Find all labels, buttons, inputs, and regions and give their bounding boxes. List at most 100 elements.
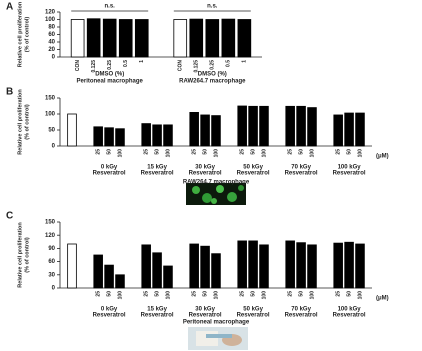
x-tick-label: CON [178,60,184,72]
group-label: 15 kGy [147,165,167,171]
group-sublabel: Resveratrol [141,171,174,177]
group-sublabel: Resveratrol [189,171,222,177]
x-tick-label: 25 [288,149,294,155]
x-tick-label: 25 [192,149,198,155]
y-tick-label: 0 [52,144,56,150]
bar [211,253,221,289]
x-tick-label: 25 [240,149,246,155]
bar [285,105,295,147]
x-axis-label: Peritoneal macrophage [183,320,250,326]
bar [152,252,162,289]
x-tick-label: 50 [346,149,352,155]
bar [152,124,162,147]
unit-label: (μM) [376,154,389,160]
x-tick-label: 50 [202,291,208,297]
x-tick-label: 50 [346,291,352,297]
x-tick-label: 100 [309,149,315,158]
bar [237,105,247,147]
x-tick-label: CON [75,60,81,72]
x-tick-label: 100 [357,149,363,158]
y-axis-label: Relative cell proliferation [17,1,23,67]
group-label: 0 kGy [101,307,118,313]
bar [307,244,317,289]
bar [134,19,149,58]
x-tick-label: 100 [165,149,171,158]
x-tick-label: 50 [202,149,208,155]
bar [285,240,295,289]
panel-label: A [6,2,13,13]
bar [200,114,210,147]
y-tick-label: 150 [45,96,56,102]
y-tick-label: 90 [48,246,55,252]
x-tick-label: 25 [336,291,342,297]
x-tick-label: 100 [165,291,171,300]
x-tick-label: 0.125 [194,60,200,73]
x-tick-label: 50 [250,291,256,297]
x-tick-label: 25 [144,149,150,155]
group-sublabel: Resveratrol [285,313,318,319]
group-sublabel: Resveratrol [333,171,366,177]
x-tick-label: 50 [298,291,304,297]
y-tick-label: 150 [45,220,56,226]
y-axis-label: Relative cell proliferation [17,222,23,288]
bar [118,19,133,58]
group-sublabel: Resveratrol [333,313,366,319]
x-tick-label: 25 [288,291,294,297]
group-label: 50 kGy [243,307,263,313]
group-sublabel: Resveratrol [237,171,270,177]
bar [163,124,173,147]
x-tick-label: 100 [309,291,315,300]
x-tick-label: 100 [261,149,267,158]
x-tick-label: 0.125 [91,60,97,73]
group-label: 15 kGy [147,307,167,313]
bar [189,112,199,147]
group-label: 100 kGy [338,307,362,313]
group-label: 0 kGy [101,165,118,171]
group-sublabel: Resveratrol [141,313,174,319]
bar [307,107,317,147]
x-tick-label: 50 [298,149,304,155]
x-tick-label: 100 [213,291,219,300]
panel-label: B [6,87,13,98]
bar [70,19,85,58]
bar [333,242,343,289]
y-tick-label: 120 [45,10,56,16]
bar [344,112,354,147]
group-sublabel: Resveratrol [285,171,318,177]
y-axis-label: (% of control) [24,104,30,140]
bar [163,265,173,289]
x-tick-label: 100 [357,291,363,300]
y-tick-label: 100 [45,17,56,23]
bar [296,242,306,289]
bar [102,18,117,58]
x-tick-label: 25 [96,291,102,297]
y-tick-label: 40 [48,40,55,46]
x-tick-label: 50 [106,291,112,297]
group-label: DMSO (%) [198,72,227,78]
bar [93,126,103,147]
x-tick-label: 50 [154,291,160,297]
bar [200,245,210,289]
x-tick-label: 25 [336,149,342,155]
bar [189,243,199,289]
y-tick-label: 20 [48,47,55,53]
y-tick-label: 80 [48,25,55,31]
y-tick-label: 30 [48,272,55,278]
x-tick-label: 0.5 [226,60,232,67]
bar [248,105,258,147]
x-tick-label: 0.25 [107,60,113,70]
group-label: 50 kGy [243,165,263,171]
bar [86,18,101,58]
bar [67,243,77,289]
group-sublabel: Peritoneal macrophage [77,79,144,85]
group-label: 30 kGy [195,307,215,313]
group-label: 30 kGy [195,165,215,171]
y-tick-label: 100 [45,112,56,118]
fluorescence-image [186,183,246,205]
y-tick-label: 60 [48,259,55,265]
bar [67,113,77,147]
x-tick-label: 50 [154,149,160,155]
bar [205,19,220,58]
annotation: n.s. [207,4,218,10]
bar [141,123,151,147]
